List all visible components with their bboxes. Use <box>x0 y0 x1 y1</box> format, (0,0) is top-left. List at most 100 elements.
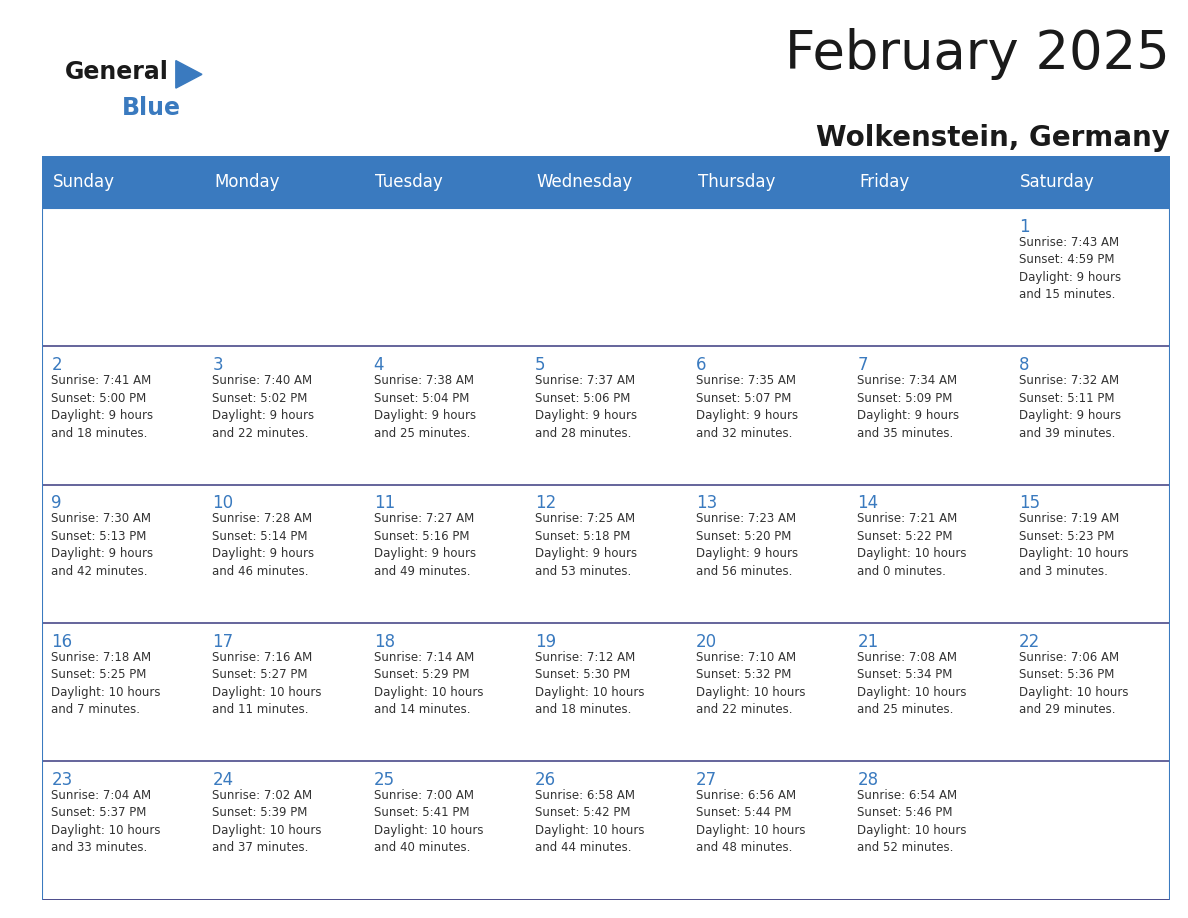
Text: 5: 5 <box>535 356 545 375</box>
Bar <box>525 761 687 900</box>
Text: Tuesday: Tuesday <box>375 174 443 191</box>
Text: General: General <box>65 60 169 84</box>
Text: 12: 12 <box>535 495 556 512</box>
Text: Sunrise: 7:32 AM
Sunset: 5:11 PM
Daylight: 9 hours
and 39 minutes.: Sunrise: 7:32 AM Sunset: 5:11 PM Dayligh… <box>1018 374 1120 440</box>
Text: 16: 16 <box>51 633 72 651</box>
Bar <box>687 623 848 761</box>
Bar <box>1009 623 1170 761</box>
Text: 20: 20 <box>696 633 718 651</box>
Polygon shape <box>176 61 202 88</box>
Text: Saturday: Saturday <box>1020 174 1095 191</box>
Text: Sunrise: 6:58 AM
Sunset: 5:42 PM
Daylight: 10 hours
and 44 minutes.: Sunrise: 6:58 AM Sunset: 5:42 PM Dayligh… <box>535 789 644 855</box>
Bar <box>525 208 687 346</box>
Text: 14: 14 <box>858 495 878 512</box>
Bar <box>1009 208 1170 346</box>
Text: 1: 1 <box>1018 218 1029 236</box>
Text: 17: 17 <box>213 633 234 651</box>
Text: Sunrise: 7:18 AM
Sunset: 5:25 PM
Daylight: 10 hours
and 7 minutes.: Sunrise: 7:18 AM Sunset: 5:25 PM Dayligh… <box>51 651 160 716</box>
Text: Sunrise: 7:06 AM
Sunset: 5:36 PM
Daylight: 10 hours
and 29 minutes.: Sunrise: 7:06 AM Sunset: 5:36 PM Dayligh… <box>1018 651 1129 716</box>
Bar <box>848 156 1009 208</box>
Text: Thursday: Thursday <box>697 174 775 191</box>
Text: 19: 19 <box>535 633 556 651</box>
Bar <box>848 208 1009 346</box>
Bar <box>848 623 1009 761</box>
Text: 24: 24 <box>213 771 234 789</box>
Text: 4: 4 <box>374 356 384 375</box>
Text: Monday: Monday <box>214 174 279 191</box>
Text: 27: 27 <box>696 771 718 789</box>
Bar <box>364 623 525 761</box>
Text: 3: 3 <box>213 356 223 375</box>
Text: Sunrise: 7:08 AM
Sunset: 5:34 PM
Daylight: 10 hours
and 25 minutes.: Sunrise: 7:08 AM Sunset: 5:34 PM Dayligh… <box>858 651 967 716</box>
Text: Sunrise: 7:16 AM
Sunset: 5:27 PM
Daylight: 10 hours
and 11 minutes.: Sunrise: 7:16 AM Sunset: 5:27 PM Dayligh… <box>213 651 322 716</box>
Bar <box>364 346 525 485</box>
Text: 13: 13 <box>696 495 718 512</box>
Text: Sunrise: 6:54 AM
Sunset: 5:46 PM
Daylight: 10 hours
and 52 minutes.: Sunrise: 6:54 AM Sunset: 5:46 PM Dayligh… <box>858 789 967 855</box>
Text: Sunrise: 6:56 AM
Sunset: 5:44 PM
Daylight: 10 hours
and 48 minutes.: Sunrise: 6:56 AM Sunset: 5:44 PM Dayligh… <box>696 789 805 855</box>
Bar <box>525 156 687 208</box>
Text: Sunrise: 7:40 AM
Sunset: 5:02 PM
Daylight: 9 hours
and 22 minutes.: Sunrise: 7:40 AM Sunset: 5:02 PM Dayligh… <box>213 374 315 440</box>
Text: Sunrise: 7:14 AM
Sunset: 5:29 PM
Daylight: 10 hours
and 14 minutes.: Sunrise: 7:14 AM Sunset: 5:29 PM Dayligh… <box>374 651 484 716</box>
Bar <box>364 208 525 346</box>
Bar <box>687 208 848 346</box>
Bar <box>364 761 525 900</box>
Text: 25: 25 <box>374 771 394 789</box>
Text: Sunrise: 7:00 AM
Sunset: 5:41 PM
Daylight: 10 hours
and 40 minutes.: Sunrise: 7:00 AM Sunset: 5:41 PM Dayligh… <box>374 789 484 855</box>
Text: 23: 23 <box>51 771 72 789</box>
Text: Sunrise: 7:30 AM
Sunset: 5:13 PM
Daylight: 9 hours
and 42 minutes.: Sunrise: 7:30 AM Sunset: 5:13 PM Dayligh… <box>51 512 153 578</box>
Bar <box>525 485 687 623</box>
Bar <box>364 156 525 208</box>
Text: Wolkenstein, Germany: Wolkenstein, Germany <box>816 124 1170 152</box>
Bar <box>42 156 203 208</box>
Text: Sunrise: 7:43 AM
Sunset: 4:59 PM
Daylight: 9 hours
and 15 minutes.: Sunrise: 7:43 AM Sunset: 4:59 PM Dayligh… <box>1018 236 1120 301</box>
Text: 6: 6 <box>696 356 707 375</box>
Text: 21: 21 <box>858 633 879 651</box>
Text: 7: 7 <box>858 356 868 375</box>
Bar <box>1009 485 1170 623</box>
Bar <box>848 485 1009 623</box>
Text: Wednesday: Wednesday <box>537 174 633 191</box>
Bar <box>687 346 848 485</box>
Bar <box>203 485 364 623</box>
Text: 8: 8 <box>1018 356 1029 375</box>
Text: 28: 28 <box>858 771 878 789</box>
Text: 2: 2 <box>51 356 62 375</box>
Text: 26: 26 <box>535 771 556 789</box>
Text: 11: 11 <box>374 495 394 512</box>
Bar <box>203 623 364 761</box>
Text: Sunrise: 7:19 AM
Sunset: 5:23 PM
Daylight: 10 hours
and 3 minutes.: Sunrise: 7:19 AM Sunset: 5:23 PM Dayligh… <box>1018 512 1129 578</box>
Bar <box>1009 346 1170 485</box>
Text: Sunrise: 7:38 AM
Sunset: 5:04 PM
Daylight: 9 hours
and 25 minutes.: Sunrise: 7:38 AM Sunset: 5:04 PM Dayligh… <box>374 374 476 440</box>
Bar <box>848 346 1009 485</box>
Text: Sunrise: 7:21 AM
Sunset: 5:22 PM
Daylight: 10 hours
and 0 minutes.: Sunrise: 7:21 AM Sunset: 5:22 PM Dayligh… <box>858 512 967 578</box>
Bar <box>687 761 848 900</box>
Bar <box>525 623 687 761</box>
Text: Sunrise: 7:25 AM
Sunset: 5:18 PM
Daylight: 9 hours
and 53 minutes.: Sunrise: 7:25 AM Sunset: 5:18 PM Dayligh… <box>535 512 637 578</box>
Text: February 2025: February 2025 <box>785 28 1170 80</box>
Bar <box>203 761 364 900</box>
Bar <box>203 346 364 485</box>
Text: Friday: Friday <box>859 174 909 191</box>
Text: Sunrise: 7:02 AM
Sunset: 5:39 PM
Daylight: 10 hours
and 37 minutes.: Sunrise: 7:02 AM Sunset: 5:39 PM Dayligh… <box>213 789 322 855</box>
Text: Sunrise: 7:04 AM
Sunset: 5:37 PM
Daylight: 10 hours
and 33 minutes.: Sunrise: 7:04 AM Sunset: 5:37 PM Dayligh… <box>51 789 160 855</box>
Bar <box>42 346 203 485</box>
Text: Sunrise: 7:34 AM
Sunset: 5:09 PM
Daylight: 9 hours
and 35 minutes.: Sunrise: 7:34 AM Sunset: 5:09 PM Dayligh… <box>858 374 960 440</box>
Text: Sunrise: 7:41 AM
Sunset: 5:00 PM
Daylight: 9 hours
and 18 minutes.: Sunrise: 7:41 AM Sunset: 5:00 PM Dayligh… <box>51 374 153 440</box>
Bar <box>203 208 364 346</box>
Bar <box>687 485 848 623</box>
Bar <box>42 485 203 623</box>
Text: 10: 10 <box>213 495 234 512</box>
Text: 15: 15 <box>1018 495 1040 512</box>
Bar <box>848 761 1009 900</box>
Text: Sunrise: 7:27 AM
Sunset: 5:16 PM
Daylight: 9 hours
and 49 minutes.: Sunrise: 7:27 AM Sunset: 5:16 PM Dayligh… <box>374 512 476 578</box>
Bar <box>42 208 203 346</box>
Text: Sunrise: 7:37 AM
Sunset: 5:06 PM
Daylight: 9 hours
and 28 minutes.: Sunrise: 7:37 AM Sunset: 5:06 PM Dayligh… <box>535 374 637 440</box>
Text: Sunrise: 7:23 AM
Sunset: 5:20 PM
Daylight: 9 hours
and 56 minutes.: Sunrise: 7:23 AM Sunset: 5:20 PM Dayligh… <box>696 512 798 578</box>
Bar <box>364 485 525 623</box>
Text: 9: 9 <box>51 495 62 512</box>
Bar <box>42 761 203 900</box>
Bar <box>687 156 848 208</box>
Text: 18: 18 <box>374 633 394 651</box>
Text: Blue: Blue <box>122 96 182 120</box>
Bar <box>1009 156 1170 208</box>
